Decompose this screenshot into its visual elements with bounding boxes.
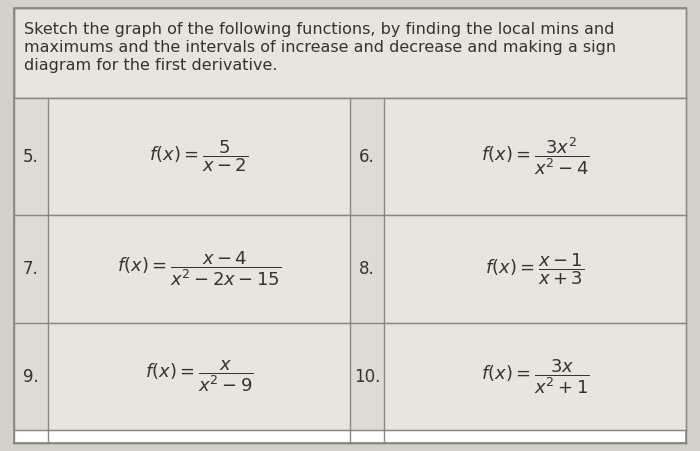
Text: 10.: 10. xyxy=(354,368,380,386)
Text: maximums and the intervals of increase and decrease and making a sign: maximums and the intervals of increase a… xyxy=(24,40,616,55)
Text: 7.: 7. xyxy=(23,260,39,278)
Text: Sketch the graph of the following functions, by finding the local mins and: Sketch the graph of the following functi… xyxy=(24,22,615,37)
Text: 9.: 9. xyxy=(23,368,39,386)
Text: $f(x) = \dfrac{x-1}{x+3}$: $f(x) = \dfrac{x-1}{x+3}$ xyxy=(485,251,584,287)
Bar xyxy=(14,215,48,323)
Bar xyxy=(350,98,384,215)
Text: 5.: 5. xyxy=(23,147,39,166)
Text: $f(x) = \dfrac{5}{x-2}$: $f(x) = \dfrac{5}{x-2}$ xyxy=(149,138,248,175)
Bar xyxy=(14,98,686,215)
Text: diagram for the first derivative.: diagram for the first derivative. xyxy=(24,58,277,73)
Text: 6.: 6. xyxy=(359,147,375,166)
Bar xyxy=(350,323,384,430)
Bar xyxy=(14,98,48,215)
Bar xyxy=(14,323,48,430)
Text: $f(x) = \dfrac{x}{x^2-9}$: $f(x) = \dfrac{x}{x^2-9}$ xyxy=(145,359,253,394)
Bar xyxy=(14,323,686,430)
Text: $f(x) = \dfrac{3x^2}{x^2-4}$: $f(x) = \dfrac{3x^2}{x^2-4}$ xyxy=(481,136,589,177)
Text: $f(x) = \dfrac{x-4}{x^2-2x-15}$: $f(x) = \dfrac{x-4}{x^2-2x-15}$ xyxy=(117,250,281,288)
Bar xyxy=(14,8,686,98)
Text: $f(x) = \dfrac{3x}{x^2+1}$: $f(x) = \dfrac{3x}{x^2+1}$ xyxy=(481,357,589,396)
Bar xyxy=(350,215,384,323)
Text: 8.: 8. xyxy=(359,260,375,278)
Bar xyxy=(14,215,686,323)
